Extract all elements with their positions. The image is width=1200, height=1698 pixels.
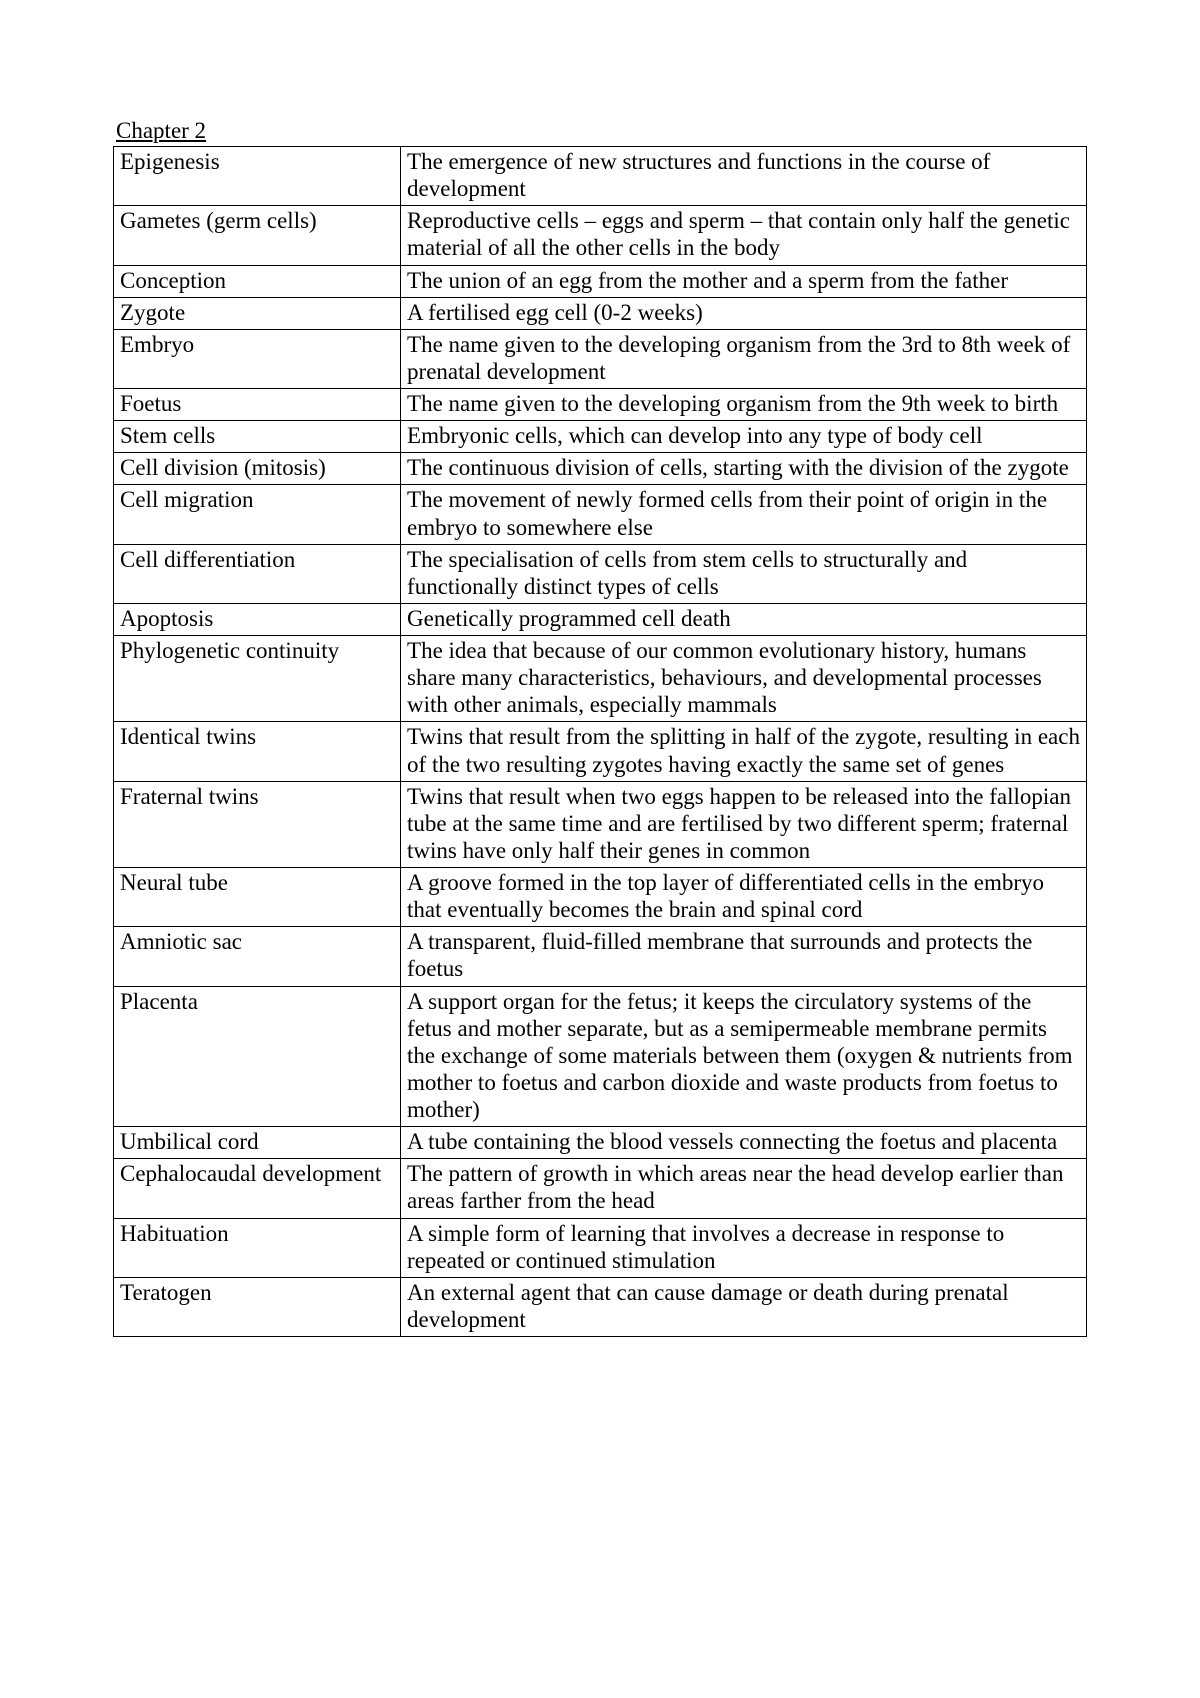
table-row: Identical twinsTwins that result from th…: [114, 722, 1087, 781]
term-cell: Stem cells: [114, 421, 401, 453]
definition-cell: A support organ for the fetus; it keeps …: [401, 986, 1087, 1127]
table-row: Neural tubeA groove formed in the top la…: [114, 868, 1087, 927]
table-row: Cell migrationThe movement of newly form…: [114, 485, 1087, 544]
definition-cell: Genetically programmed cell death: [401, 603, 1087, 635]
definition-cell: Embryonic cells, which can develop into …: [401, 421, 1087, 453]
term-cell: Phylogenetic continuity: [114, 636, 401, 722]
term-cell: Neural tube: [114, 868, 401, 927]
chapter-title: Chapter 2: [113, 118, 1087, 144]
term-cell: Conception: [114, 265, 401, 297]
table-row: ZygoteA fertilised egg cell (0-2 weeks): [114, 297, 1087, 329]
term-cell: Apoptosis: [114, 603, 401, 635]
definition-cell: A groove formed in the top layer of diff…: [401, 868, 1087, 927]
term-cell: Foetus: [114, 389, 401, 421]
table-row: Gametes (germ cells)Reproductive cells –…: [114, 206, 1087, 265]
table-row: FoetusThe name given to the developing o…: [114, 389, 1087, 421]
definition-cell: Twins that result when two eggs happen t…: [401, 781, 1087, 867]
term-cell: Umbilical cord: [114, 1127, 401, 1159]
definition-cell: The name given to the developing organis…: [401, 389, 1087, 421]
table-row: Cell division (mitosis)The continuous di…: [114, 453, 1087, 485]
definition-cell: The movement of newly formed cells from …: [401, 485, 1087, 544]
definition-cell: The emergence of new structures and func…: [401, 147, 1087, 206]
table-row: EpigenesisThe emergence of new structure…: [114, 147, 1087, 206]
glossary-table: EpigenesisThe emergence of new structure…: [113, 146, 1087, 1337]
definition-cell: The continuous division of cells, starti…: [401, 453, 1087, 485]
definition-cell: A transparent, fluid-filled membrane tha…: [401, 927, 1087, 986]
definition-cell: A fertilised egg cell (0-2 weeks): [401, 297, 1087, 329]
term-cell: Cephalocaudal development: [114, 1159, 401, 1218]
term-cell: Placenta: [114, 986, 401, 1127]
term-cell: Gametes (germ cells): [114, 206, 401, 265]
term-cell: Fraternal twins: [114, 781, 401, 867]
definition-cell: An external agent that can cause damage …: [401, 1277, 1087, 1336]
definition-cell: The name given to the developing organis…: [401, 329, 1087, 388]
term-cell: Epigenesis: [114, 147, 401, 206]
table-row: Umbilical cordA tube containing the bloo…: [114, 1127, 1087, 1159]
definition-cell: A tube containing the blood vessels conn…: [401, 1127, 1087, 1159]
term-cell: Teratogen: [114, 1277, 401, 1336]
term-cell: Amniotic sac: [114, 927, 401, 986]
table-row: Cell differentiationThe specialisation o…: [114, 544, 1087, 603]
table-row: Cephalocaudal developmentThe pattern of …: [114, 1159, 1087, 1218]
table-row: Phylogenetic continuityThe idea that bec…: [114, 636, 1087, 722]
table-row: EmbryoThe name given to the developing o…: [114, 329, 1087, 388]
definition-cell: The specialisation of cells from stem ce…: [401, 544, 1087, 603]
term-cell: Embryo: [114, 329, 401, 388]
term-cell: Identical twins: [114, 722, 401, 781]
term-cell: Cell differentiation: [114, 544, 401, 603]
table-row: ApoptosisGenetically programmed cell dea…: [114, 603, 1087, 635]
term-cell: Habituation: [114, 1218, 401, 1277]
table-row: TeratogenAn external agent that can caus…: [114, 1277, 1087, 1336]
definition-cell: The pattern of growth in which areas nea…: [401, 1159, 1087, 1218]
term-cell: Cell division (mitosis): [114, 453, 401, 485]
term-cell: Cell migration: [114, 485, 401, 544]
term-cell: Zygote: [114, 297, 401, 329]
table-row: Amniotic sacA transparent, fluid-filled …: [114, 927, 1087, 986]
table-row: ConceptionThe union of an egg from the m…: [114, 265, 1087, 297]
definition-cell: Reproductive cells – eggs and sperm – th…: [401, 206, 1087, 265]
table-row: PlacentaA support organ for the fetus; i…: [114, 986, 1087, 1127]
definition-cell: The idea that because of our common evol…: [401, 636, 1087, 722]
table-row: Stem cellsEmbryonic cells, which can dev…: [114, 421, 1087, 453]
table-row: HabituationA simple form of learning tha…: [114, 1218, 1087, 1277]
definition-cell: A simple form of learning that involves …: [401, 1218, 1087, 1277]
definition-cell: The union of an egg from the mother and …: [401, 265, 1087, 297]
table-row: Fraternal twinsTwins that result when tw…: [114, 781, 1087, 867]
definition-cell: Twins that result from the splitting in …: [401, 722, 1087, 781]
